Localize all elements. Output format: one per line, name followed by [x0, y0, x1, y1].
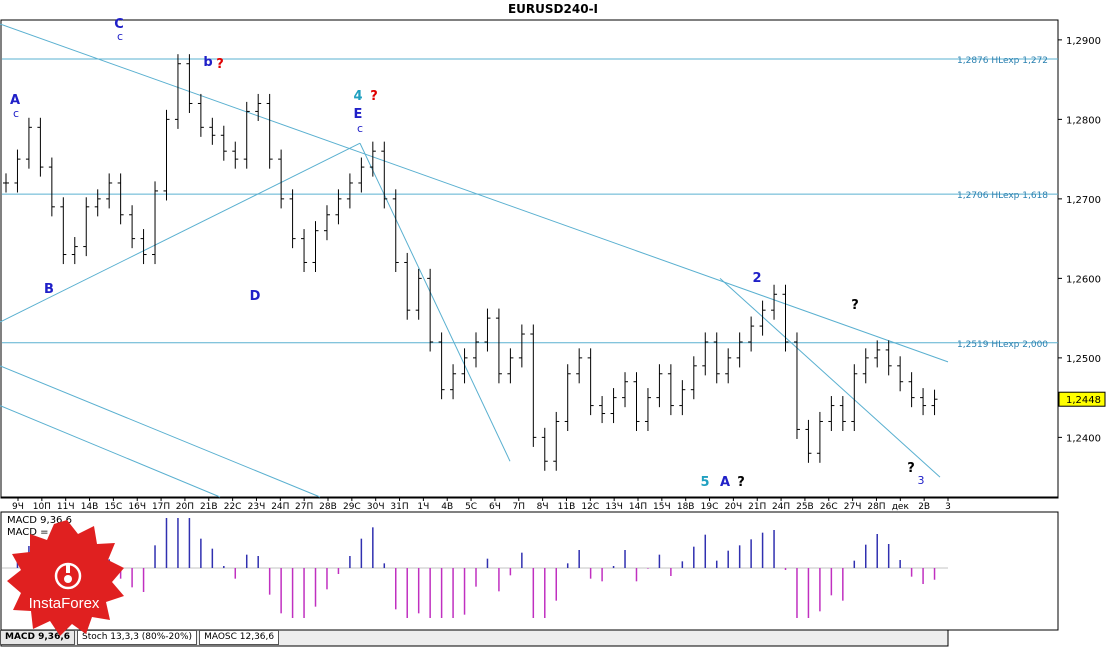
date-label: 13Ч [605, 502, 623, 512]
wave-label: ? [851, 298, 859, 313]
date-label: 30Ч [367, 502, 385, 512]
wave-label: A [10, 93, 20, 108]
date-label: 11Ч [57, 502, 75, 512]
date-label: 5С [465, 502, 477, 512]
wave-label: ? [737, 475, 745, 490]
date-label: 31П [390, 502, 408, 512]
date-label: дек [892, 502, 910, 512]
wave-label: C [114, 17, 124, 32]
chart-title: EURUSD240-I [507, 2, 599, 16]
wave-label: 2 [752, 271, 761, 286]
date-label: 14В [81, 502, 99, 512]
date-label: 19С [701, 502, 719, 512]
date-label: 21П [748, 502, 766, 512]
date-label: 8Ч [537, 502, 549, 512]
plot-area [0, 19, 1059, 499]
hlexp-label: 1,2519 HLexp 2,000 [957, 340, 1048, 350]
channel-line [0, 365, 321, 498]
channel-line [0, 405, 221, 498]
instaforex-logo: InstaForex [7, 520, 124, 636]
date-label: 12С [581, 502, 599, 512]
wave-label: 5 [700, 475, 709, 490]
hlexp-label: 1,2706 HLexp 1,618 [957, 191, 1048, 201]
date-label: 3 [945, 502, 951, 512]
date-label: 16Ч [128, 502, 146, 512]
macd-value-label: MACD = 0,00 [7, 527, 74, 538]
date-label: 26С [820, 502, 838, 512]
date-label: 18В [677, 502, 695, 512]
price-axis-label: 1,2600 [1066, 274, 1101, 285]
channel-line [359, 143, 511, 462]
date-label: 17П [152, 502, 170, 512]
date-label: 6Ч [489, 502, 501, 512]
logo-text: InstaForex [29, 595, 100, 612]
wave-label: b [203, 55, 212, 70]
tab-stoch[interactable]: Stoch 13,3,3 (80%-20%) [77, 630, 198, 645]
wave-label: c [13, 107, 19, 120]
date-label: 28В [319, 502, 337, 512]
price-axis-label: 1,2500 [1066, 354, 1101, 365]
hlexp-label: 1,2876 HLexp 1,272 [957, 56, 1048, 66]
date-label: 20Ч [725, 502, 743, 512]
price-axis-label: 1,2900 [1066, 36, 1101, 47]
wave-label: ? [216, 57, 224, 72]
date-label: 9Ч [12, 502, 24, 512]
date-label: 11В [558, 502, 576, 512]
date-label: 25В [796, 502, 814, 512]
date-label: 15Ч [653, 502, 671, 512]
current-price-label: 1,2448 [1066, 395, 1101, 406]
price-axis-label: 1,2700 [1066, 195, 1101, 206]
tab-macd[interactable]: MACD 9,36,6 [0, 630, 76, 645]
macd-label: MACD 9,36,6 [7, 515, 72, 526]
wave-label: 4 [353, 89, 362, 104]
date-label: 1Ч [417, 502, 429, 512]
date-label: 27П [295, 502, 313, 512]
tab-maosc[interactable]: MAOSC 12,36,6 [199, 630, 280, 645]
wave-label: c [357, 122, 363, 135]
date-label: 4В [441, 502, 453, 512]
date-label: 24П [772, 502, 790, 512]
date-label: 15С [105, 502, 123, 512]
wave-label: ? [907, 461, 915, 476]
date-label: 23Ч [248, 502, 266, 512]
channel-line [0, 23, 949, 363]
wave-label: 3 [918, 474, 925, 487]
date-label: 7П [513, 502, 526, 512]
date-label: 29С [343, 502, 361, 512]
current-price-box [1058, 391, 1106, 407]
date-label: 10П [33, 502, 51, 512]
wave-label: c [117, 30, 123, 43]
wave-label: D [250, 289, 261, 304]
price-axis-label: 1,2400 [1066, 433, 1101, 444]
price-axis-label: 1,2800 [1066, 115, 1101, 126]
date-label: 27Ч [844, 502, 862, 512]
date-label: 20П [176, 502, 194, 512]
channel-line [0, 142, 361, 323]
date-label: 2В [918, 502, 930, 512]
date-label: 22С [224, 502, 242, 512]
wave-label: E [354, 107, 363, 122]
channel-line [719, 278, 941, 478]
date-label: 14П [629, 502, 647, 512]
date-label: 21В [200, 502, 218, 512]
wave-label: ? [370, 89, 378, 104]
date-label: 28П [867, 502, 885, 512]
indicator-tabs: MACD 9,36,6 Stoch 13,3,3 (80%-20%) MAOSC… [0, 630, 281, 645]
date-label: 24П [271, 502, 289, 512]
wave-label: A [720, 475, 730, 490]
wave-label: B [44, 282, 54, 297]
